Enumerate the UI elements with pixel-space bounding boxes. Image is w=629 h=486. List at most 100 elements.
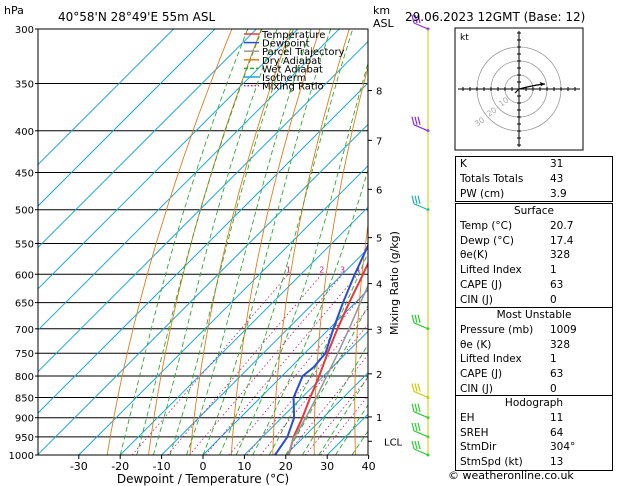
- wet-adiabat-line: [219, 29, 354, 455]
- wind-barb-flag: [417, 14, 421, 24]
- mixing-ratio-line: [228, 288, 368, 455]
- row-value: 328: [550, 249, 571, 262]
- temperature-line: [287, 261, 368, 455]
- wind-barb-flag: [414, 383, 418, 392]
- wind-barb-flag: [411, 422, 415, 431]
- row-value: 0: [550, 382, 557, 395]
- wind-barb-flag: [411, 314, 415, 323]
- lcl-label: LCL: [384, 437, 403, 448]
- isotherm-line: [161, 247, 368, 455]
- row-value: 13: [550, 456, 564, 469]
- isotherm-line: [285, 372, 368, 455]
- asl-label: ASL: [373, 17, 395, 30]
- row-value: 3.9: [550, 187, 567, 200]
- legend-item-label: Isotherm: [262, 73, 306, 84]
- row-label: CAPE (J): [460, 278, 503, 291]
- height-tick-label: 3: [376, 325, 382, 336]
- wind-barb-flag: [411, 403, 415, 412]
- legend-item-label: Wet Adiabat: [262, 64, 323, 75]
- location-label: 40°58'N 28°49'E 55m ASL: [58, 10, 215, 24]
- wind-barb-flag: [411, 14, 415, 24]
- wind-barb-flag: [417, 440, 421, 450]
- temperature-tick-label: 40: [362, 460, 376, 473]
- wind-barb-staff: [413, 411, 429, 419]
- table-row: CIN (J) 0: [456, 382, 612, 397]
- row-value: 11: [550, 411, 564, 424]
- table-row: Pressure (mb) 1009: [456, 323, 612, 338]
- legend-item-label: Mixing Ratio: [262, 82, 324, 93]
- isotherm-line: [38, 40, 368, 373]
- wet-adiabat-line: [252, 168, 368, 455]
- wet-adiabat-line: [318, 375, 368, 455]
- mixing-ratio-label: 3: [340, 265, 345, 274]
- pressure-tick-label: 400: [15, 127, 34, 138]
- wet-adiabat-line: [202, 29, 332, 455]
- row-value: 43: [550, 172, 564, 185]
- table-row: CAPE (J) 63: [456, 367, 612, 382]
- wet-adiabat-line: [152, 29, 278, 455]
- wind-barb-flag: [414, 14, 418, 24]
- wet-adiabat-line: [285, 304, 368, 455]
- legend-item-label: Parcel Trajectory: [262, 47, 345, 58]
- wind-barb-flag: [411, 440, 415, 450]
- row-value: 17.4: [550, 234, 574, 247]
- pressure-tick-label: 500: [15, 206, 34, 217]
- height-tick-label: 2: [376, 370, 382, 381]
- dry-adiabat-line: [106, 29, 233, 455]
- table-row: CIN (J) 0: [456, 293, 612, 308]
- most-unstable-table: Most Unstable Pressure (mb) 1009 θe (K) 328 L…: [455, 307, 613, 398]
- mixing-ratio-label: 2: [319, 265, 324, 274]
- table-title: Most Unstable: [496, 309, 572, 321]
- wind-barb-flag: [417, 403, 421, 412]
- pressure-tick-label: 350: [15, 80, 34, 91]
- row-value: 0: [550, 293, 557, 306]
- row-label: CAPE (J): [460, 368, 503, 381]
- height-tick-label: 8: [376, 87, 382, 98]
- height-tick-label: 7: [376, 136, 382, 147]
- temperature-tick-label: 10: [237, 460, 251, 473]
- row-value: 328: [550, 338, 571, 351]
- wind-barb-flag: [414, 422, 418, 431]
- table-row: K 31: [456, 157, 612, 172]
- wind-barb-flag: [411, 195, 415, 204]
- parcel-trajectory-line: [287, 284, 368, 455]
- row-label: SREH: [460, 426, 489, 439]
- row-label: CIN (J): [460, 293, 493, 306]
- table-row: SREH 64: [456, 426, 612, 441]
- table-row: PW (cm) 3.9: [456, 187, 612, 202]
- wet-adiabat-line: [185, 29, 312, 455]
- mixing-ratio-label: 10: [404, 265, 414, 274]
- wet-adiabat-line: [136, 29, 263, 455]
- mixing-ratio-line: [305, 377, 368, 455]
- row-label: θe(K): [460, 249, 488, 262]
- table-title: Surface: [513, 205, 554, 217]
- table-row: CAPE (J) 63: [456, 278, 612, 293]
- dry-adiabat-line: [189, 29, 292, 455]
- table-row: Lifted Index 1: [456, 263, 612, 278]
- wind-barb-staff: [413, 203, 429, 211]
- pressure-tick-label: 850: [15, 393, 34, 404]
- table-row: Totals Totals 43: [456, 172, 612, 187]
- pressure-unit-label: hPa: [4, 4, 24, 17]
- wind-barb-staff: [413, 124, 429, 132]
- isotherm-line: [78, 165, 368, 455]
- dry-adiabat-line: [313, 65, 368, 455]
- height-tick-label: 1: [376, 413, 382, 424]
- table-row: Dewp (°C) 17.4: [456, 234, 612, 249]
- wind-barb-flag: [417, 195, 421, 204]
- isotherm-line: [38, 29, 257, 249]
- mixing-ratio-line: [189, 273, 343, 455]
- row-value: 1: [550, 353, 557, 366]
- dry-adiabat-line: [230, 29, 321, 455]
- isotherm-line: [202, 289, 368, 455]
- pressure-tick-label: 600: [15, 270, 34, 281]
- mixing-ratio-line: [246, 307, 368, 455]
- pressure-tick-label: 1000: [9, 451, 34, 462]
- table-row: Temp (°C) 20.7: [456, 219, 612, 234]
- surface-table: Surface Temp (°C) 20.7 Dewp (°C) 17.4 θe(K) 32…: [455, 203, 613, 309]
- row-value: 64: [550, 426, 564, 439]
- datetime-label: 29.06.2023 12GMT (Base: 12): [405, 10, 585, 24]
